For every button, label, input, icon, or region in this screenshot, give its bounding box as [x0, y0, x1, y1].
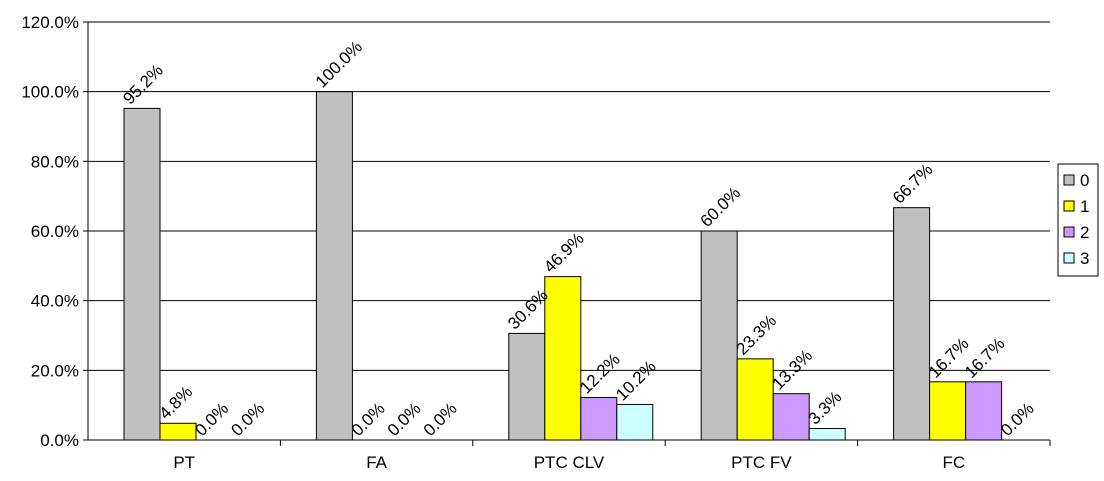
x-tick-label: PT	[173, 453, 195, 472]
y-tick-label: 100.0%	[21, 83, 79, 102]
x-tick-label: PTC CLV	[534, 453, 605, 472]
data-label: 46.9%	[540, 229, 588, 277]
y-tick-label: 40.0%	[31, 292, 79, 311]
data-label: 0.0%	[384, 399, 425, 440]
bar	[929, 381, 967, 441]
y-tick-label: 120.0%	[21, 13, 79, 32]
bar	[315, 91, 353, 441]
data-label: 66.7%	[889, 160, 937, 208]
bar	[544, 276, 582, 441]
data-label: 0.0%	[227, 399, 268, 440]
data-label: 0.0%	[997, 399, 1038, 440]
data-label: 3.3%	[805, 387, 846, 428]
data-label: 16.7%	[961, 334, 1009, 382]
bars	[123, 91, 1003, 441]
x-tick-label: FC	[942, 453, 965, 472]
legend-swatch	[1063, 174, 1075, 186]
bar	[808, 428, 846, 441]
legend-swatch	[1063, 226, 1075, 238]
bar	[580, 397, 618, 441]
data-label: 0.0%	[420, 399, 461, 440]
bar	[736, 358, 774, 441]
x-tick-label: PTC FV	[731, 453, 792, 472]
bar	[159, 422, 197, 441]
legend-swatch	[1063, 252, 1075, 264]
y-tick-label: 0.0%	[40, 431, 79, 450]
legend-swatch	[1063, 200, 1075, 212]
data-label: 23.3%	[733, 311, 781, 359]
legend-label: 1	[1080, 197, 1089, 216]
data-label: 16.7%	[925, 334, 973, 382]
y-tick-label: 80.0%	[31, 152, 79, 171]
legend-label: 0	[1080, 171, 1089, 190]
bar	[893, 207, 931, 441]
data-label: 60.0%	[697, 183, 745, 231]
data-label: 100.0%	[312, 37, 366, 91]
data-label: 0.0%	[348, 399, 389, 440]
bar	[508, 332, 546, 441]
legend-label: 3	[1080, 249, 1089, 268]
gridlines	[88, 21, 1050, 371]
y-tick-label: 20.0%	[31, 361, 79, 380]
y-tick-label: 60.0%	[31, 222, 79, 241]
bar	[965, 381, 1003, 441]
data-label: 13.3%	[769, 346, 817, 394]
bar	[700, 230, 738, 441]
legend-label: 2	[1080, 223, 1089, 242]
bar	[616, 403, 654, 441]
data-label: 4.8%	[155, 382, 196, 423]
data-label: 0.0%	[191, 399, 232, 440]
legend: 0 1 2 3	[1057, 163, 1099, 277]
axes: 0.0% 20.0% 40.0% 60.0% 80.0% 100.0% 120.0% PT FA…	[21, 13, 1051, 472]
x-tick-label: FA	[366, 453, 387, 472]
bar	[772, 393, 810, 441]
data-label: 95.2%	[119, 61, 167, 109]
bar	[123, 107, 161, 441]
